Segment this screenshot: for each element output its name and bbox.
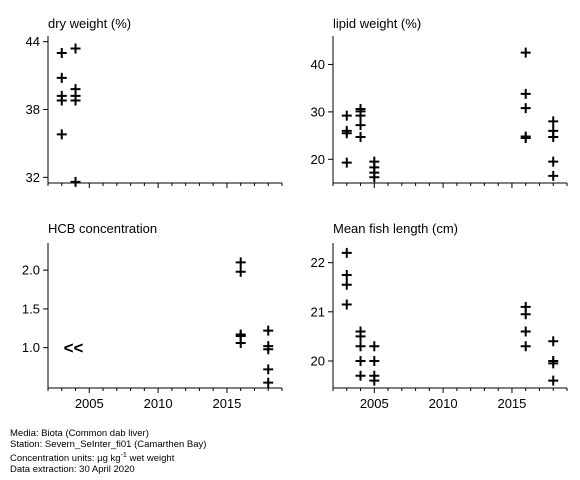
data-point xyxy=(70,176,81,187)
panel-mean-fish-length: Mean fish length (cm) 2005 2010 2015 20 21 22 xyxy=(311,221,568,411)
data-point xyxy=(355,370,366,381)
data-point xyxy=(341,299,352,310)
data-point xyxy=(56,95,67,106)
panel-title: lipid weight (%) xyxy=(333,16,421,31)
x-tick-label: 2010 xyxy=(429,396,458,411)
data-point xyxy=(56,129,67,140)
data-point xyxy=(263,325,274,336)
data-point xyxy=(548,336,559,347)
data-point xyxy=(341,110,352,121)
data-point xyxy=(263,377,274,388)
y-tick-label: 30 xyxy=(311,104,325,119)
data-point xyxy=(70,95,81,106)
y-tick-label: 21 xyxy=(311,304,325,319)
data-point xyxy=(355,331,366,342)
data-point xyxy=(355,341,366,352)
units-superscript: -1 xyxy=(120,452,127,459)
data-point xyxy=(548,132,559,143)
data-point xyxy=(548,375,559,386)
data-point xyxy=(235,338,246,349)
data-point xyxy=(369,375,380,386)
data-point xyxy=(341,247,352,258)
panel-title: HCB concentration xyxy=(48,221,157,236)
footer-notes: Media: Biota (Common dab liver) Station:… xyxy=(10,428,206,475)
x-tick-label: 2010 xyxy=(144,396,173,411)
footer-extraction: Data extraction: 30 April 2020 xyxy=(10,464,135,476)
y-tick-label: 1.5 xyxy=(22,301,40,316)
panel-hcb-concentration: HCB concentration 2005 2010 2015 1.0 1.5 2.0 <… xyxy=(22,221,283,411)
data-point xyxy=(56,72,67,83)
data-point xyxy=(520,132,531,143)
units-suffix: wet weight xyxy=(126,453,175,465)
data-point xyxy=(520,309,531,320)
data-point xyxy=(235,257,246,268)
data-point xyxy=(548,358,559,369)
footer-media: Media: Biota (Common dab liver) xyxy=(10,428,149,439)
panel-lipid-weight: lipid weight (%) 20 30 40 xyxy=(311,16,568,188)
y-tick-label: 32 xyxy=(26,170,40,185)
data-point xyxy=(263,344,274,355)
footer-station: Station: Severn_SeInter_fi01 (Camarthen … xyxy=(10,439,207,450)
y-tick-label: 38 xyxy=(26,102,40,117)
data-point xyxy=(355,132,366,143)
data-point xyxy=(520,103,531,114)
data-point xyxy=(235,266,246,277)
y-tick-label: 20 xyxy=(311,152,325,167)
footer-units: Concentration units: µg kg-1 wet weight xyxy=(10,450,206,464)
data-point xyxy=(520,88,531,99)
data-point xyxy=(263,364,274,375)
data-point xyxy=(341,279,352,290)
data-point xyxy=(548,116,559,127)
data-point xyxy=(548,170,559,181)
x-tick-label: 2005 xyxy=(75,396,104,411)
units-mu: µg kg xyxy=(97,453,121,465)
data-point xyxy=(355,120,366,131)
data-point xyxy=(548,156,559,167)
data-point xyxy=(369,341,380,352)
y-tick-label: 1.0 xyxy=(22,340,40,355)
y-tick-label: 2.0 xyxy=(22,263,40,278)
x-tick-label: 2015 xyxy=(212,396,241,411)
data-point xyxy=(520,47,531,58)
panel-dry-weight: dry weight (%) 32 38 44 xyxy=(26,16,283,188)
data-point xyxy=(355,110,366,121)
x-tick-label: 2015 xyxy=(497,396,526,411)
data-point xyxy=(369,172,380,183)
less-than-marker: << xyxy=(64,339,84,358)
data-point xyxy=(355,355,366,366)
data-point xyxy=(520,326,531,337)
data-point xyxy=(341,128,352,139)
data-point xyxy=(341,157,352,168)
data-point xyxy=(56,47,67,58)
data-point xyxy=(369,355,380,366)
panel-title: Mean fish length (cm) xyxy=(333,221,458,236)
x-tick-label: 2005 xyxy=(360,396,389,411)
y-tick-label: 40 xyxy=(311,57,325,72)
y-tick-label: 44 xyxy=(26,34,40,49)
data-point xyxy=(341,269,352,280)
panel-title: dry weight (%) xyxy=(48,16,131,31)
y-tick-label: 20 xyxy=(311,353,325,368)
data-point xyxy=(520,341,531,352)
units-prefix: Concentration units: xyxy=(10,453,98,465)
y-tick-label: 22 xyxy=(311,255,325,270)
data-point xyxy=(70,43,81,54)
